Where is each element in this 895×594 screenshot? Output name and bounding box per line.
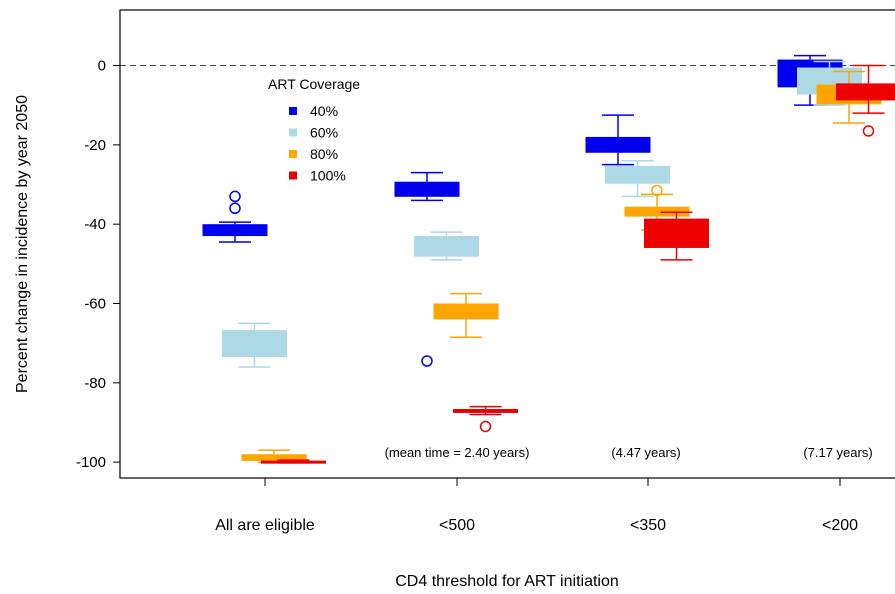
y-tick-label: 0	[98, 58, 106, 75]
legend-label: 100%	[310, 168, 346, 184]
legend-swatch	[289, 128, 297, 137]
outlier	[229, 190, 241, 203]
outlier	[479, 420, 492, 433]
legend-title: ART Coverage	[268, 76, 360, 92]
outlier	[862, 125, 875, 137]
annotation: (7.17 years)	[803, 445, 872, 460]
annotation: (4.47 years)	[611, 445, 680, 460]
outlier	[229, 202, 241, 215]
legend-label: 60%	[310, 125, 338, 141]
legend-swatch	[289, 150, 297, 158]
plot-area	[120, 54, 895, 464]
y-tick-label: -60	[84, 295, 106, 312]
x-tick-label: <200	[822, 517, 858, 534]
outlier	[651, 184, 663, 197]
legend-label: 40%	[310, 103, 338, 119]
legend-swatch	[289, 171, 297, 180]
plot-frame	[119, 9, 895, 479]
legend-label: 80%	[310, 146, 338, 162]
x-tick-label: <500	[439, 517, 475, 534]
outlier	[421, 355, 433, 367]
y-tick-label: -80	[84, 375, 106, 392]
y-tick-label: -100	[76, 454, 106, 471]
y-tick-label: -20	[84, 137, 106, 154]
y-tick-label: -40	[84, 216, 106, 233]
y-axis-label: Percent change in incidence by year 2050	[14, 95, 31, 393]
x-axis-label: CD4 threshold for ART initiation	[395, 573, 619, 590]
x-tick-label: All are eligible	[215, 517, 315, 534]
x-tick-label: <350	[630, 517, 666, 534]
legend-swatch	[289, 107, 297, 115]
annotation: (mean time = 2.40 years)	[385, 445, 530, 460]
